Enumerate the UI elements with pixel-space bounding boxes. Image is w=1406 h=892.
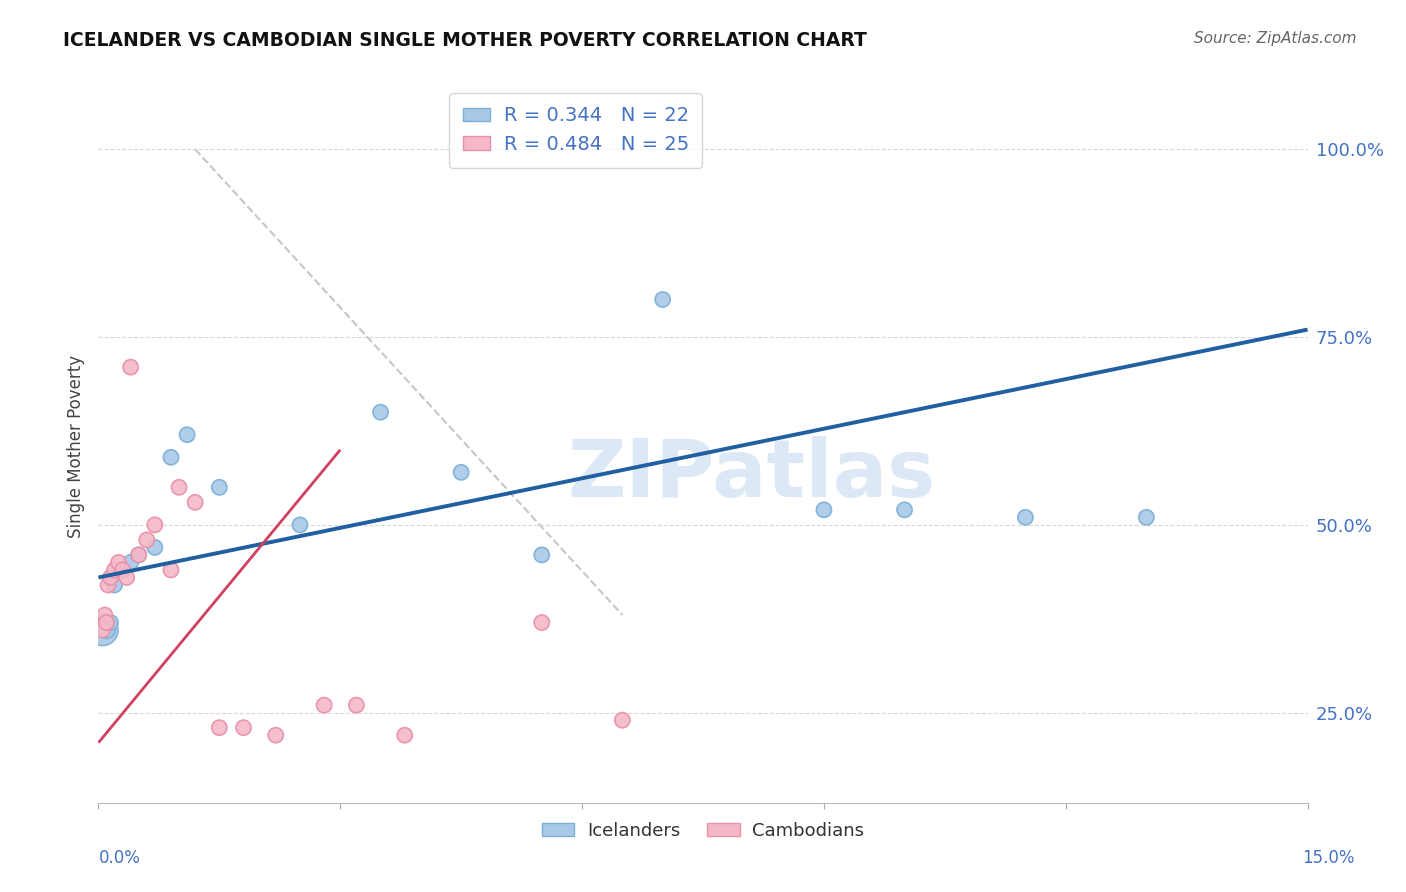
Point (97, 578, 120, 592)
Point (143, 517, 166, 532)
Point (394, 728, 416, 742)
Text: ICELANDER VS CAMBODIAN SINGLE MOTHER POVERTY CORRELATION CHART: ICELANDER VS CAMBODIAN SINGLE MOTHER POV… (63, 31, 868, 50)
Point (91, 623, 114, 637)
Point (176, 427, 198, 442)
Point (612, 713, 634, 727)
Point (651, 293, 673, 307)
Point (111, 563, 134, 577)
Point (264, 728, 287, 742)
Text: ZIPatlas: ZIPatlas (567, 435, 935, 514)
Point (232, 721, 254, 735)
Point (208, 480, 231, 494)
Point (143, 541, 166, 555)
Point (208, 721, 231, 735)
Y-axis label: Single Mother Poverty: Single Mother Poverty (66, 354, 84, 538)
Point (1135, 510, 1157, 524)
Point (103, 578, 125, 592)
Point (160, 563, 183, 577)
Point (128, 548, 150, 562)
Text: Source: ZipAtlas.com: Source: ZipAtlas.com (1194, 31, 1357, 46)
Point (94, 607, 117, 622)
Point (893, 503, 915, 517)
Point (314, 698, 336, 713)
Point (288, 517, 311, 532)
Point (1014, 510, 1036, 524)
Point (120, 556, 142, 570)
Point (530, 615, 553, 630)
Point (450, 465, 472, 479)
Point (530, 548, 553, 562)
Point (813, 503, 835, 517)
Point (96, 615, 118, 630)
Point (370, 405, 392, 419)
Text: 15.0%: 15.0% (1302, 849, 1355, 867)
Point (96, 623, 118, 637)
Point (107, 556, 129, 570)
Point (344, 698, 367, 713)
Point (115, 570, 138, 584)
Point (120, 360, 142, 375)
Legend: Icelanders, Cambodians: Icelanders, Cambodians (534, 815, 872, 847)
Point (128, 548, 150, 562)
Point (184, 495, 207, 509)
Point (167, 480, 190, 494)
Point (100, 615, 122, 630)
Point (103, 563, 125, 577)
Point (100, 570, 122, 584)
Point (111, 563, 134, 577)
Point (91, 623, 114, 637)
Text: 0.0%: 0.0% (98, 849, 141, 867)
Point (160, 450, 183, 465)
Point (135, 533, 157, 547)
